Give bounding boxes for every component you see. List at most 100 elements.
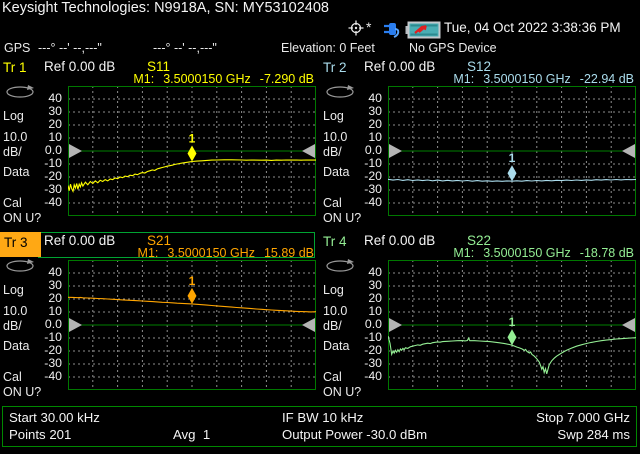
gps-longitude: ---° --' --,---" <box>153 41 217 55</box>
cal-status-label: ON U? <box>3 385 42 399</box>
y-tick-label: 10 <box>48 130 62 144</box>
ref-level-readout: Ref 0.00 dB <box>44 59 116 74</box>
y-tick-label: 10 <box>48 304 62 318</box>
ref-level-readout: Ref 0.00 dB <box>44 233 116 248</box>
ref-level-readout: Ref 0.00 dB <box>364 59 436 74</box>
y-axis-ticks: 40 30 20 10 0.0 -10 -20 -30 -40 <box>350 260 385 390</box>
y-tick-label: 10 <box>368 130 382 144</box>
gps-device-status: No GPS Device <box>409 41 497 55</box>
y-tick-label: 0.0 <box>44 143 62 157</box>
s-parameter-label: S12 <box>467 59 492 74</box>
y-axis-ticks: 40 30 20 10 0.0 -10 -20 -30 -40 <box>350 86 385 216</box>
stop-frequency: Stop 7.000 GHz <box>536 410 630 425</box>
y-tick-label: -40 <box>44 195 62 209</box>
y-tick-label: 40 <box>368 91 382 105</box>
y-axis-ticks: 40 30 20 10 0.0 -10 -20 -30 -40 <box>30 86 65 216</box>
quadrant-s22: Tr 4 Ref 0.00 dB S22 M1: 3.5000150 GHz -18… <box>320 232 640 406</box>
scale-unit-label: dB/ <box>3 319 22 333</box>
gps-latitude: ---° --' --,---" <box>38 41 102 55</box>
graticule-and-trace: 1 <box>387 260 637 390</box>
graticule-and-trace: 1 <box>67 86 316 216</box>
plot-area-s22[interactable]: 1 <box>387 260 637 390</box>
y-tick-label: -40 <box>44 369 62 383</box>
scale-unit-label: dB/ <box>323 319 342 333</box>
scale-type-label: Log <box>323 109 344 123</box>
gps-asterisk: * <box>366 19 372 35</box>
scale-value-label: 10.0 <box>3 130 28 144</box>
y-tick-label: -40 <box>364 369 382 383</box>
battery-charging-icon <box>405 21 441 39</box>
svg-text:1: 1 <box>509 151 516 165</box>
quadrant-s11: Tr 1 Ref 0.00 dB S11 M1: 3.5000150 GHz -7.… <box>0 58 320 232</box>
y-tick-label: 20 <box>368 117 382 131</box>
y-tick-label: 10 <box>368 304 382 318</box>
y-tick-label: -10 <box>44 330 62 344</box>
s-parameter-label: S22 <box>467 233 492 248</box>
continuous-sweep-icon <box>326 259 354 272</box>
sweep-points: Points 201 <box>9 427 72 442</box>
y-tick-label: 40 <box>368 265 382 279</box>
plot-area-s21[interactable]: 1 <box>67 260 317 390</box>
continuous-sweep-icon <box>326 85 354 98</box>
y-tick-label: -30 <box>364 182 382 196</box>
s-parameter-label: S21 <box>147 233 172 248</box>
data-label: Data <box>3 339 30 353</box>
gps-crosshair-icon <box>348 20 364 36</box>
output-power: Output Power -30.0 dBm <box>282 427 428 442</box>
plot-area-s12[interactable]: 1 <box>387 86 637 216</box>
y-tick-label: -20 <box>364 343 382 357</box>
trace-selector-tr2[interactable]: Tr 2 <box>323 60 347 75</box>
cal-label: Cal <box>323 196 342 210</box>
trace-selector-tr1[interactable]: Tr 1 <box>3 60 27 75</box>
y-tick-label: -40 <box>364 195 382 209</box>
marker-readout: M1: 3.5000150 GHz -7.290 dB <box>133 72 314 86</box>
scale-unit-label: dB/ <box>3 145 22 159</box>
y-tick-label: 40 <box>48 265 62 279</box>
scale-value-label: 10.0 <box>3 304 28 318</box>
quadrant-s21: Tr 3 Ref 0.00 dB S21 M1: 3.5000150 GHz 15.… <box>0 232 320 406</box>
scale-type-label: Log <box>3 283 24 297</box>
y-tick-label: -10 <box>44 156 62 170</box>
y-tick-label: 30 <box>48 278 62 292</box>
y-tick-label: 40 <box>48 91 62 105</box>
y-tick-label: -30 <box>44 356 62 370</box>
y-tick-label: -20 <box>44 343 62 357</box>
y-tick-label: 0.0 <box>364 143 382 157</box>
ac-plug-icon <box>384 23 400 38</box>
continuous-sweep-icon <box>6 259 34 272</box>
cal-status-label: ON U? <box>323 211 362 225</box>
cal-label: Cal <box>3 370 22 384</box>
scale-unit-label: dB/ <box>323 145 342 159</box>
data-label: Data <box>323 165 350 179</box>
trace-selector-tr3[interactable]: Tr 3 <box>0 232 41 257</box>
y-tick-label: 20 <box>48 117 62 131</box>
y-tick-label: 30 <box>48 104 62 118</box>
cal-status-label: ON U? <box>3 211 42 225</box>
scale-type-label: Log <box>323 283 344 297</box>
trace-selector-tr4[interactable]: Tr 4 <box>323 234 347 249</box>
scale-type-label: Log <box>3 109 24 123</box>
gps-elevation: Elevation: 0 Feet <box>281 41 375 55</box>
ref-level-readout: Ref 0.00 dB <box>364 233 436 248</box>
svg-text:1: 1 <box>509 315 516 329</box>
sweep-time: Swp 284 ms <box>557 427 630 442</box>
marker-readout: M1: 3.5000150 GHz -18.78 dB <box>453 246 634 260</box>
plot-area-s11[interactable]: 1 <box>67 86 316 216</box>
svg-text:1: 1 <box>189 132 196 146</box>
marker-readout: M1: 3.5000150 GHz 15.89 dB <box>137 246 314 260</box>
continuous-sweep-icon <box>6 85 34 98</box>
data-label: Data <box>323 339 350 353</box>
if-bandwidth: IF BW 10 kHz <box>282 410 364 425</box>
data-label: Data <box>3 165 30 179</box>
y-tick-label: -10 <box>364 330 382 344</box>
y-tick-label: 20 <box>48 291 62 305</box>
y-tick-label: 0.0 <box>364 317 382 331</box>
sweep-status-bar: Start 30.00 kHz IF BW 10 kHz Stop 7.000 … <box>2 406 637 447</box>
datetime-display: Tue, 04 Oct 2022 3:38:36 PM <box>444 20 621 35</box>
y-tick-label: -20 <box>364 169 382 183</box>
graticule-and-trace: 1 <box>387 86 637 216</box>
scale-value-label: 10.0 <box>323 304 348 318</box>
gps-label: GPS <box>4 41 31 55</box>
y-tick-label: 30 <box>368 278 382 292</box>
